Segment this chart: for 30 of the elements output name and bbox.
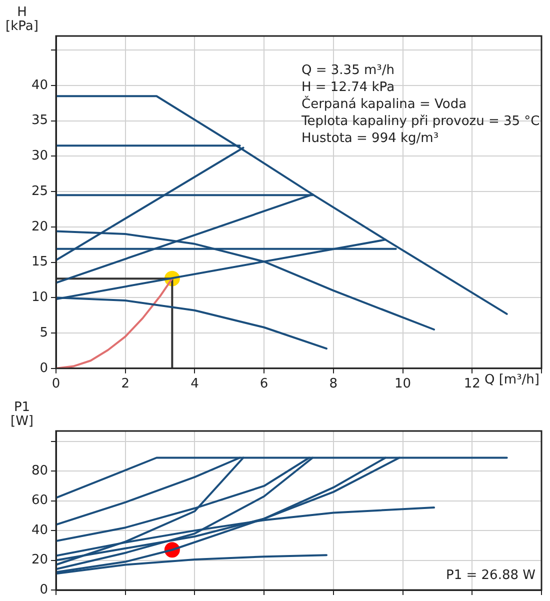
y-axis-title: H [kPa] (6, 4, 38, 34)
y-tick-label: 10 (31, 290, 48, 306)
y-tick-label: 40 (31, 522, 48, 538)
annotation: Teplota kapaliny při provozu = 35 °C (300, 114, 540, 129)
x-tick-label: 0 (52, 376, 60, 392)
y-tick-label: 25 (31, 184, 48, 199)
y-tick-label: 0 (40, 582, 48, 598)
y-tick-label: 35 (31, 113, 48, 128)
annotation: Q = 3.35 m³/h (302, 62, 394, 78)
annotation: Hustota = 994 kg/m³ (302, 130, 439, 146)
y-tick-label: 20 (31, 552, 48, 568)
y-tick-label: 80 (31, 463, 48, 478)
y-tick-label: 5 (40, 325, 48, 340)
annotation: H = 12.74 kPa (302, 80, 395, 95)
annotation: Čerpaná kapalina = Voda (302, 94, 467, 112)
y-tick-label: 0 (40, 360, 48, 376)
y-tick-label: 60 (31, 493, 48, 508)
x-tick-label: 2 (121, 376, 130, 392)
y-tick-label: 30 (31, 148, 48, 164)
x-tick-label: 10 (394, 376, 412, 392)
y-axis-title: P1 [W] (10, 400, 34, 429)
annotation: P1 = 26.88 W (446, 568, 536, 583)
x-tick-label: 12 (464, 376, 480, 392)
x-axis-title: Q [m³/h] (484, 372, 540, 388)
x-tick-label: 4 (190, 376, 199, 392)
y-tick-label: 20 (31, 219, 48, 234)
y-tick-label: 15 (31, 254, 48, 270)
y-tick-label: 40 (31, 78, 48, 93)
x-tick-label: 6 (260, 376, 268, 392)
x-tick-label: 8 (329, 376, 338, 392)
